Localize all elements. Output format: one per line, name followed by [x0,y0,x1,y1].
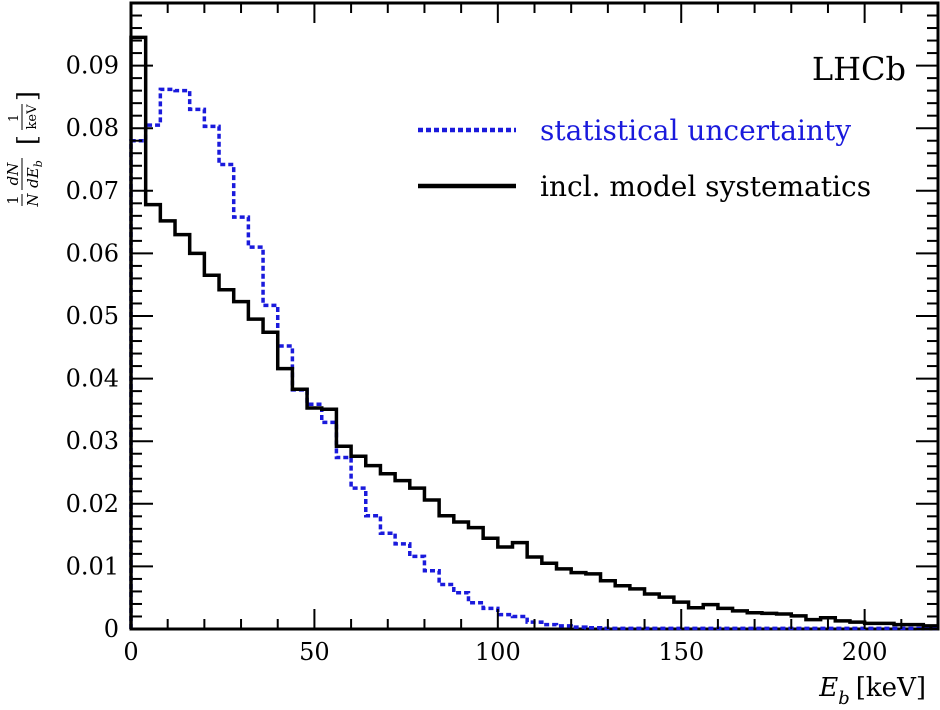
y-tick-label: 0.01 [66,552,119,580]
y-axis-deriv-den-sub: b [32,160,45,167]
y-axis-prefix-den: N [24,193,42,208]
series-statistical-histogram [129,87,938,631]
y-tick-label: 0.06 [66,239,119,267]
series-systematics-histogram [129,35,938,629]
legend-label-statistical: statistical uncertainty [540,114,851,147]
x-axis-unit: [keV] [856,673,926,703]
y-axis-title: 1 N dN dEb [ 1 keV ] [4,91,45,208]
x-axis-symbol: E [818,673,838,703]
x-tick-label: 150 [658,638,704,666]
ticks-layer [130,2,939,630]
svg-text:[: [ [13,135,43,145]
y-tick-label: 0.08 [66,114,119,142]
y-axis-unit-den: keV [25,104,40,130]
y-tick-label: 0.03 [66,427,119,455]
labels-layer: 0 50 100 150 200 0 0.01 0.02 0.03 0.04 0.05 0.06 0.0… [66,52,888,666]
plot-frame [129,1,940,631]
x-tick-label: 100 [475,638,521,666]
plot-border [129,1,940,631]
y-tick-label: 0.07 [66,177,119,205]
y-axis-deriv-den: dE [24,167,42,188]
y-tick-label: 0.04 [66,365,119,393]
x-tick-label: 50 [299,638,330,666]
x-tick-label: 0 [123,638,138,666]
svg-text:Eb[keV]: Eb [keV] [818,673,926,709]
svg-text:]: ] [13,91,43,101]
x-axis-title: Eb [keV] [818,673,926,709]
legend: statistical uncertainty incl. model syst… [418,114,871,203]
y-tick-label: 0.09 [66,52,119,80]
experiment-label: LHCb [812,50,906,88]
x-tick-label: 200 [842,638,888,666]
y-tick-label: 0 [104,615,119,643]
series-layer [129,35,938,631]
legend-label-systematics: incl. model systematics [540,170,871,203]
y-tick-label: 0.05 [66,302,119,330]
y-axis-unit-num: 1 [7,114,22,122]
y-axis-deriv-num: dN [4,162,22,186]
y-axis-prefix-num: 1 [4,195,22,205]
x-axis-subscript: b [838,688,850,709]
y-tick-label: 0.02 [66,490,119,518]
svg-text:dEb: dEb [24,160,45,188]
